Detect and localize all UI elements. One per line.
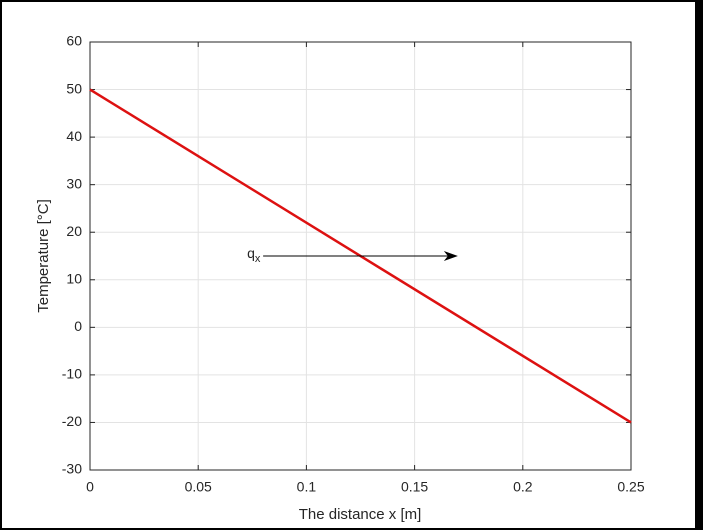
- y-tick-label: 20: [66, 223, 82, 239]
- y-tick-label: 50: [66, 80, 82, 96]
- y-tick-label: -10: [62, 366, 82, 382]
- x-tick-label: 0.05: [185, 479, 212, 495]
- y-tick-label: -30: [62, 461, 82, 477]
- x-tick-label: 0.2: [513, 479, 533, 495]
- annotation-subscript: x: [255, 253, 261, 265]
- x-tick-label: 0.1: [297, 479, 317, 495]
- annotation-label: qx: [247, 245, 261, 265]
- x-tick-label: 0.15: [401, 479, 428, 495]
- axes-box: [89, 41, 632, 471]
- annotation-text: q: [247, 245, 255, 261]
- y-tick-label: 0: [74, 318, 82, 334]
- y-axis-label: Temperature [°C]: [35, 199, 52, 313]
- y-tick-label: 10: [66, 270, 82, 286]
- x-tick-label: 0.25: [617, 479, 644, 495]
- arrow-head: [443, 251, 458, 261]
- x-tick-label: 0: [86, 479, 94, 495]
- y-tick-label: -20: [62, 413, 82, 429]
- y-tick-label: 30: [66, 175, 82, 191]
- y-tick-label: 40: [66, 128, 82, 144]
- x-axis-label: The distance x [m]: [299, 506, 422, 523]
- y-tick-label: 60: [66, 33, 82, 49]
